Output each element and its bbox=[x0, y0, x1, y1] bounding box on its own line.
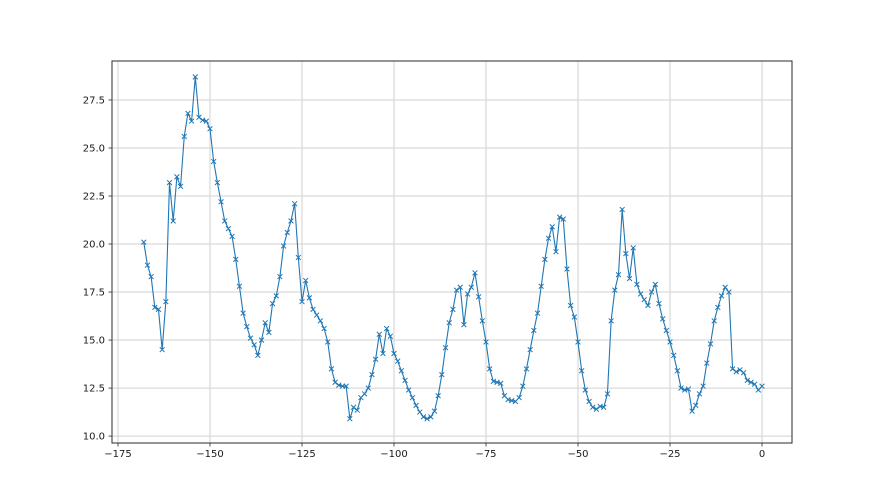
y-tick-label: 12.5 bbox=[83, 384, 105, 395]
x-tick-label: −50 bbox=[567, 449, 588, 460]
x-tick-label: −125 bbox=[288, 449, 315, 460]
x-tick-label: −25 bbox=[659, 449, 680, 460]
x-axis-labels: −175 −150 −125 −100 −75 −50 −25 0 bbox=[104, 449, 765, 460]
y-tick-label: 22.5 bbox=[83, 192, 105, 203]
y-tick-label: 17.5 bbox=[83, 288, 105, 299]
y-tick-label: 15.0 bbox=[83, 336, 105, 347]
x-tick-label: −75 bbox=[475, 449, 496, 460]
x-tick-label: 0 bbox=[759, 449, 765, 460]
y-axis-ticks bbox=[108, 99, 112, 437]
data-series-markers bbox=[141, 74, 765, 422]
y-tick-label: 20.0 bbox=[83, 240, 105, 251]
y-tick-label: 10.0 bbox=[83, 432, 105, 443]
x-axis-ticks bbox=[117, 443, 763, 447]
x-tick-label: −175 bbox=[104, 449, 131, 460]
grid-lines bbox=[112, 61, 792, 443]
plot-border bbox=[111, 60, 793, 444]
data-series-line bbox=[143, 76, 763, 420]
x-tick-label: −150 bbox=[196, 449, 223, 460]
y-axis-labels: 10.0 12.5 15.0 17.5 20.0 22.5 25.0 27.5 bbox=[83, 95, 105, 442]
x-tick-label: −100 bbox=[380, 449, 407, 460]
y-tick-label: 25.0 bbox=[83, 144, 105, 155]
y-tick-label: 27.5 bbox=[83, 95, 105, 106]
